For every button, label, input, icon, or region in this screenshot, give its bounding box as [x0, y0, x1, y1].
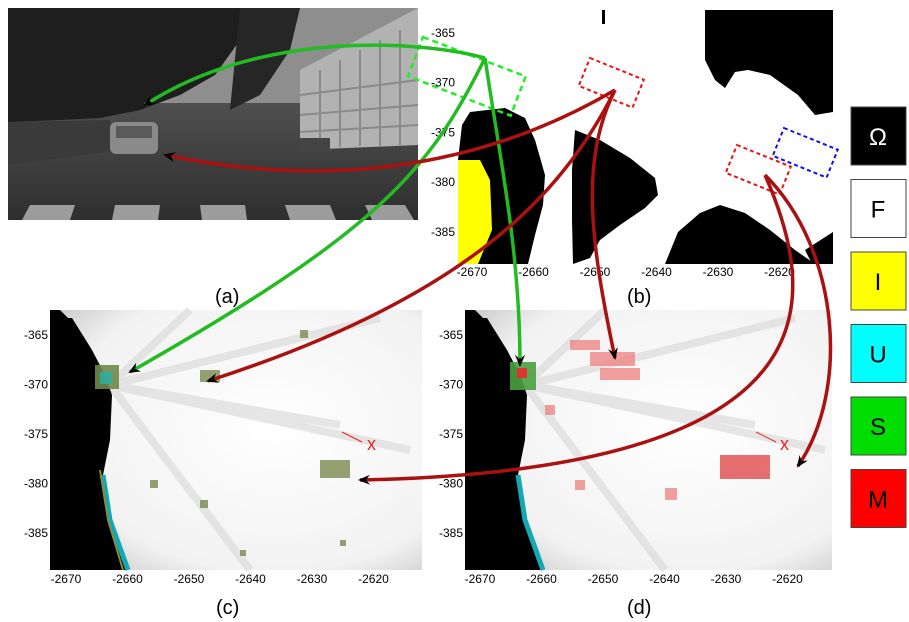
green-arrow-to-a — [143, 43, 486, 107]
y-tick-label-c: -370 — [24, 378, 48, 392]
y-tick-label-d: -385 — [439, 526, 463, 540]
x-tick-label-d: -2630 — [711, 572, 742, 586]
panel-a-camera-image — [8, 8, 419, 220]
y-tick-label-c: -365 — [24, 328, 48, 342]
legend-label: U — [869, 342, 886, 369]
x-tick-label-b: -2630 — [703, 265, 734, 279]
x-tick-label-d: -2670 — [465, 572, 496, 586]
red-arrow-to-d-right — [763, 173, 833, 468]
legend-label: S — [870, 414, 886, 441]
red-arrow-to-a — [163, 88, 616, 173]
x-tick-label-b: -2620 — [764, 265, 795, 279]
y-tick-label-b: -365 — [431, 26, 455, 40]
legend-label: M — [868, 487, 888, 514]
legend-swatch — [850, 396, 907, 456]
legend-swatch — [850, 251, 907, 311]
y-tick-label-b: -385 — [431, 225, 455, 239]
legend-swatch — [850, 179, 907, 238]
arrows — [128, 43, 833, 485]
legend-swatch — [850, 324, 907, 383]
y-tick-label-d: -370 — [439, 378, 463, 392]
x-tick-label-d: -2620 — [772, 572, 803, 586]
panel-c-occupancy-grid: x — [50, 307, 422, 573]
green-arrow-to-d — [483, 57, 525, 367]
y-tick-label-d: -365 — [439, 328, 463, 342]
x-tick-label-c: -2640 — [235, 572, 266, 586]
legend-swatch — [850, 469, 907, 528]
red-arrow-to-c — [206, 89, 617, 383]
panel-label-d: (d) — [627, 597, 651, 619]
y-tick-label-c: -380 — [24, 477, 48, 491]
x-tick-label-c: -2670 — [51, 572, 82, 586]
x-tick-label-d: -2650 — [588, 572, 619, 586]
y-tick-label-c: -385 — [24, 526, 48, 540]
x-tick-label-d: -2640 — [649, 572, 680, 586]
green-arrow-to-c — [128, 57, 487, 374]
legend-label: I — [875, 269, 882, 296]
x-tick-label-b: -2670 — [457, 265, 488, 279]
panel-label-a: (a) — [215, 286, 239, 308]
robot-pose-marker-d: x — [780, 434, 789, 454]
x-tick-label-c: -2660 — [112, 572, 143, 586]
x-tick-label-d: -2660 — [526, 572, 557, 586]
red-dashed-box — [724, 143, 793, 196]
legend-swatch — [850, 106, 907, 166]
panel-label-b: (b) — [627, 286, 651, 308]
y-tick-label-b: -380 — [431, 175, 455, 189]
x-tick-label-c: -2650 — [174, 572, 205, 586]
x-tick-label-c: -2620 — [358, 572, 389, 586]
x-tick-label-c: -2630 — [297, 572, 328, 586]
x-tick-label-b: -2650 — [580, 265, 611, 279]
x-tick-label-b: -2640 — [641, 265, 672, 279]
red-arrow-to-c-right — [358, 174, 795, 485]
robot-pose-marker-c: x — [367, 434, 376, 454]
panel-label-c: (c) — [216, 597, 239, 619]
y-tick-label-c: -375 — [24, 427, 48, 441]
tick-labels: -365 -370 -375 -380 -385 -2670 -2660 -2650 -2640… — [24, 26, 803, 586]
y-tick-label-b: -370 — [431, 76, 455, 90]
blue-dashed-box — [771, 126, 840, 179]
y-tick-label-d: -380 — [439, 477, 463, 491]
legend-label: F — [871, 197, 886, 224]
panel-b-map — [406, 10, 840, 264]
red-arrow-to-d — [590, 89, 618, 360]
x-tick-label-b: -2660 — [518, 265, 549, 279]
red-dashed-box — [577, 56, 646, 109]
legend-label: Ω — [869, 124, 887, 151]
legend: Ω F I U S M — [850, 106, 907, 528]
y-tick-label-d: -375 — [439, 427, 463, 441]
